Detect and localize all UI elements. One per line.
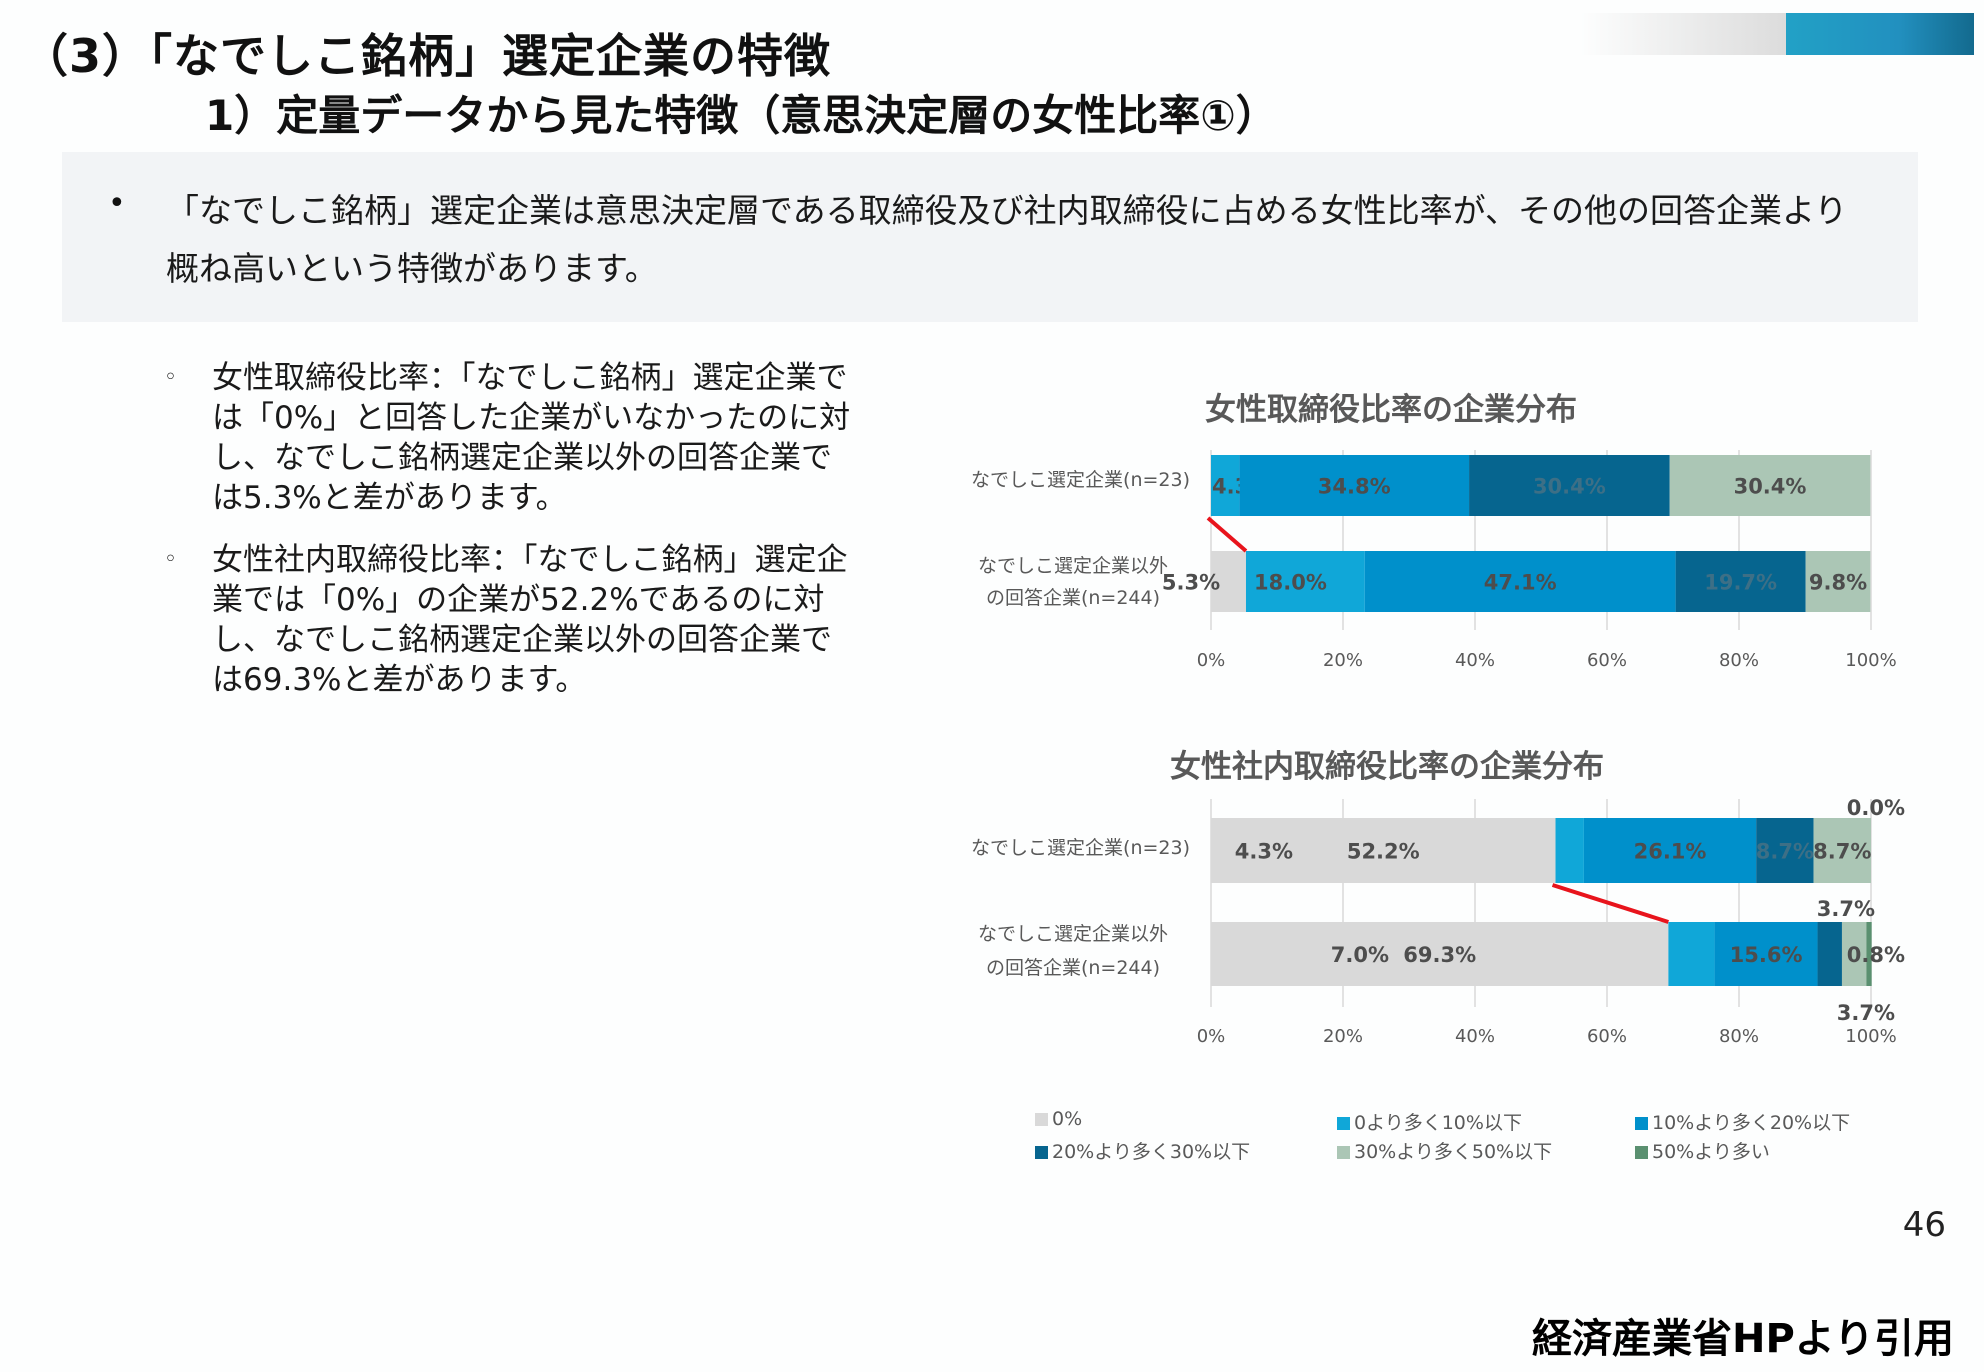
bar-segment (1245, 551, 1365, 612)
data-label: 7.0% (1331, 943, 1389, 967)
x-tick-label: 60% (1587, 650, 1627, 671)
data-label: 0.0% (1847, 796, 1905, 820)
x-tick-label: 60% (1587, 1026, 1627, 1047)
x-tick-label: 80% (1719, 1026, 1759, 1047)
legend-swatch (1035, 1113, 1048, 1126)
x-tick-label: 40% (1455, 650, 1495, 671)
legend-swatch (1337, 1117, 1350, 1130)
data-label: 52.2% (1347, 840, 1420, 864)
bar-segment (1813, 818, 1871, 883)
header-decoration-gray-bar (1580, 13, 1786, 55)
bar-segment (1211, 818, 1556, 883)
source-citation: 経済産業省HPより引用 (1532, 1316, 1954, 1362)
data-label: 3.7% (1837, 1001, 1895, 1025)
summary-bullet-icon: • (108, 186, 126, 221)
chart2-title: 女性社内取締役比率の企業分布 (1170, 749, 1604, 785)
bar-segment (1469, 455, 1670, 516)
bar-segment (1211, 455, 1240, 516)
bar-segment (1364, 551, 1676, 612)
category-label: なでしこ選定企業以外 (978, 555, 1168, 577)
x-tick-label: 100% (1845, 650, 1896, 671)
data-label: 19.7% (1704, 571, 1777, 595)
bar-segment (1675, 551, 1806, 612)
note-text: 女性社内取締役比率：「なでしこ銘柄」選定企業では「0%」の企業が52.2%である… (212, 542, 848, 698)
bar-segment (1211, 551, 1246, 612)
data-label: 8.7% (1756, 840, 1814, 864)
data-label: 3.7% (1817, 897, 1875, 921)
circle-bullet-icon: ◦ (164, 365, 177, 390)
bar-segment (1668, 922, 1715, 986)
connector-line (1551, 883, 1669, 924)
bar-segment (1669, 455, 1871, 516)
x-tick-label: 0% (1197, 1026, 1226, 1047)
note-item: ◦ 女性取締役比率：「なでしこ銘柄」選定企業では「0%」と回答した企業がいなかっ… (160, 358, 860, 518)
bar-segment (1841, 922, 1867, 986)
legend-item-0pct: 0% (1035, 1108, 1082, 1130)
data-label: 34.8% (1318, 475, 1391, 499)
data-label: 9.8% (1809, 571, 1867, 595)
data-label: 4.3% (1235, 840, 1293, 864)
x-tick-label: 20% (1323, 1026, 1363, 1047)
summary-text: 「なでしこ銘柄」選定企業は意思決定層である取締役及び社内取締役に占める女性比率が… (166, 191, 1848, 288)
bar-segment (1211, 922, 1669, 986)
summary-box (62, 152, 1918, 322)
x-tick-label: 100% (1845, 1026, 1896, 1047)
legend-item-0-10pct: 0より多く10%以下 (1337, 1108, 1522, 1135)
chart2-svg: 0% 20% 40% 60% 80% 100% なでしこ選定企業(n=23) なでしこ選定企業… (971, 796, 1905, 1047)
category-label: なでしこ選定企業以外 (978, 923, 1168, 945)
category-label: の回答企業(n=244) (986, 957, 1160, 979)
circle-bullet-icon: ◦ (164, 547, 177, 572)
data-label: 30.4% (1533, 475, 1606, 499)
page-number: 46 (1902, 1205, 1946, 1245)
category-label: なでしこ選定企業(n=23) (971, 837, 1190, 859)
data-label: 8.7% (1813, 840, 1871, 864)
x-tick-label: 20% (1323, 650, 1363, 671)
chart1-svg: 0% 20% 40% 60% 80% 100% なでしこ選定企業(n=23) なでしこ選定企業… (971, 450, 1897, 671)
bar-segment (1555, 818, 1584, 883)
bar-segment (1583, 818, 1757, 883)
x-tick-label: 40% (1455, 1026, 1495, 1047)
legend-item-30-50pct: 30%より多く50%以下 (1337, 1137, 1552, 1164)
bar-segment (1866, 922, 1872, 986)
notes-list: ◦ 女性取締役比率：「なでしこ銘柄」選定企業では「0%」と回答した企業がいなかっ… (160, 358, 860, 722)
connector-line (1206, 516, 1248, 553)
category-label: なでしこ選定企業(n=23) (971, 469, 1190, 491)
note-item: ◦ 女性社内取締役比率：「なでしこ銘柄」選定企業では「0%」の企業が52.2%で… (160, 540, 860, 700)
legend-item-10-20pct: 10%より多く20%以下 (1635, 1108, 1850, 1135)
data-label: 26.1% (1634, 840, 1707, 864)
chart1-title: 女性取締役比率の企業分布 (1205, 392, 1577, 428)
data-label: 5.3% (1162, 571, 1220, 595)
category-label: の回答企業(n=244) (986, 587, 1160, 609)
legend-swatch (1635, 1146, 1648, 1159)
bar-segment (1756, 818, 1814, 883)
data-label: 15.6% (1730, 943, 1803, 967)
page-title: （3）「なでしこ銘柄」選定企業の特徴 (22, 29, 832, 83)
legend-swatch (1635, 1117, 1648, 1130)
data-label: 30.4% (1734, 475, 1807, 499)
bar-segment (1714, 922, 1818, 986)
legend-swatch (1035, 1146, 1048, 1159)
data-label: 18.0% (1254, 571, 1327, 595)
legend-swatch (1337, 1146, 1350, 1159)
data-label: 0.8% (1847, 943, 1905, 967)
x-tick-label: 80% (1719, 650, 1759, 671)
x-tick-label: 0% (1197, 650, 1226, 671)
data-label: 69.3% (1403, 943, 1476, 967)
page-subtitle: 1）定量データから見た特徴（意思決定層の女性比率①） (205, 91, 1278, 140)
legend-item-20-30pct: 20%より多く30%以下 (1035, 1137, 1250, 1164)
bar-segment (1805, 551, 1871, 612)
note-text: 女性取締役比率：「なでしこ銘柄」選定企業では「0%」と回答した企業がいなかったの… (212, 360, 851, 516)
bar-segment (1817, 922, 1842, 986)
legend-item-over-50pct: 50%より多い (1635, 1137, 1770, 1164)
header-decoration-blue-bar (1786, 13, 1974, 55)
bar-segment (1239, 455, 1470, 516)
data-label: 47.1% (1484, 571, 1557, 595)
